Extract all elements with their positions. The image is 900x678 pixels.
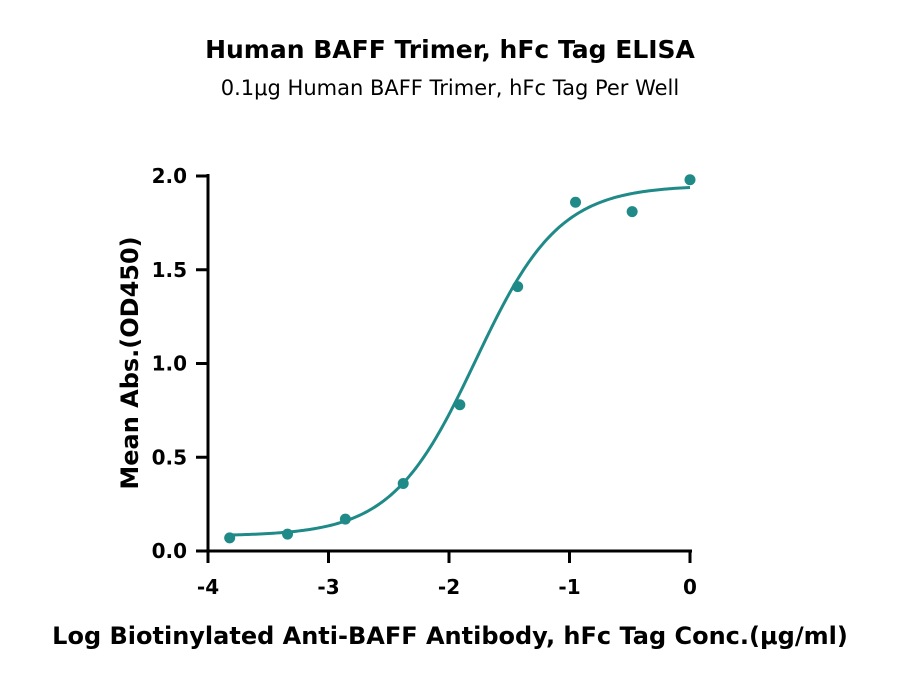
x-tick-label: -4: [197, 575, 219, 599]
data-point: [570, 197, 581, 208]
chart-subtitle: 0.1μg Human BAFF Trimer, hFc Tag Per Wel…: [221, 76, 679, 100]
data-point: [282, 529, 293, 540]
x-tick-label: -1: [558, 575, 580, 599]
chart-title: Human BAFF Trimer, hFc Tag ELISA: [205, 35, 695, 64]
data-point: [340, 514, 351, 525]
x-tick-label: -3: [317, 575, 339, 599]
y-tick-label: 1.0: [152, 352, 187, 376]
y-axis-label: Mean Abs.(OD450): [116, 236, 144, 489]
data-point: [398, 478, 409, 489]
data-points: [224, 174, 695, 543]
data-point: [685, 174, 696, 185]
y-tick-label: 0.0: [152, 539, 187, 563]
x-tick-label: 0: [683, 575, 697, 599]
y-tick-label: 2.0: [152, 164, 187, 188]
data-point: [627, 206, 638, 217]
fit-curve-group: [230, 187, 690, 535]
data-point: [512, 281, 523, 292]
fit-curve: [230, 187, 690, 535]
y-tick-label: 1.5: [152, 258, 187, 282]
x-axis-label: Log Biotinylated Anti-BAFF Antibody, hFc…: [52, 622, 848, 650]
axes: [208, 174, 692, 551]
data-point: [224, 532, 235, 543]
x-tick-label: -2: [438, 575, 460, 599]
data-point: [454, 399, 465, 410]
y-tick-label: 0.5: [152, 445, 187, 469]
